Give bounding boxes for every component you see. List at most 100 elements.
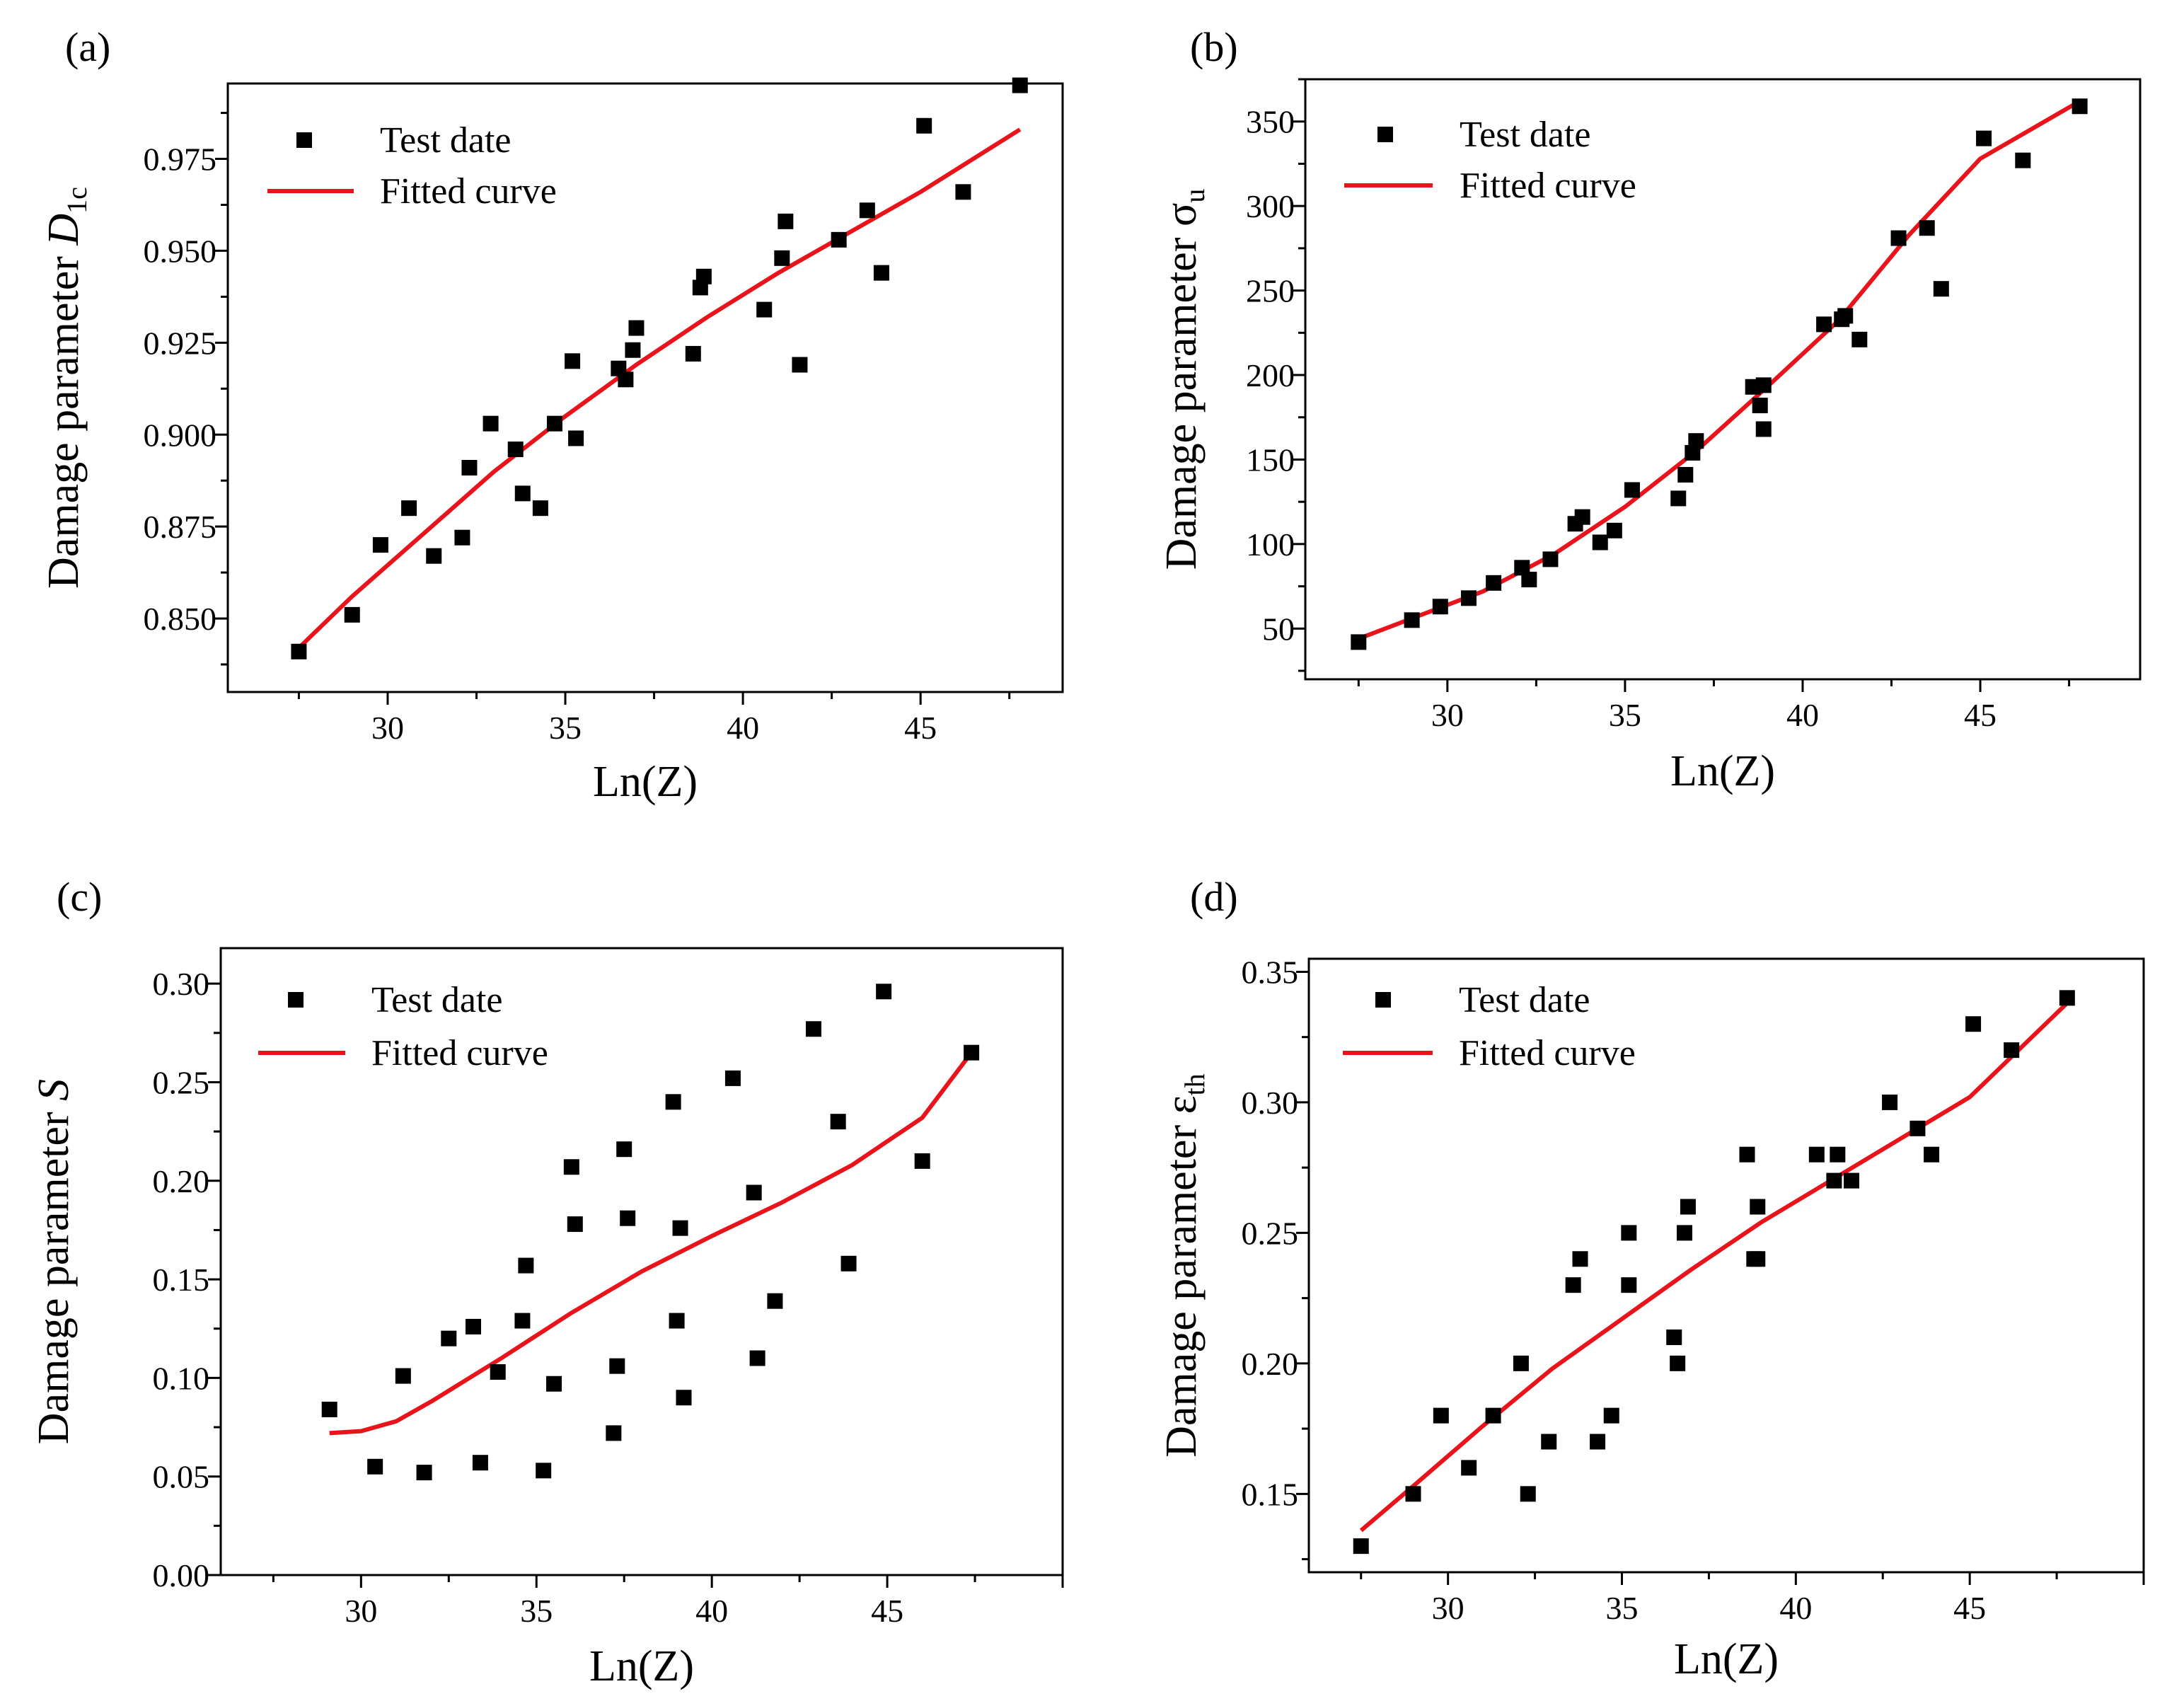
data-point — [1433, 1407, 1449, 1424]
x-tick-label: 30 — [345, 1593, 377, 1629]
x-tick-label: 45 — [871, 1593, 903, 1629]
data-point — [514, 485, 531, 502]
data-point — [1670, 490, 1687, 507]
x-axis-title: Ln(Z) — [589, 1642, 694, 1690]
y-tick-label: 0.925 — [144, 325, 217, 361]
data-point — [546, 415, 562, 432]
data-point — [606, 1425, 622, 1441]
x-tick-label: 40 — [1786, 697, 1819, 733]
data-point — [567, 1216, 583, 1233]
data-point — [792, 357, 808, 373]
data-point — [1432, 599, 1448, 615]
data-point — [1837, 308, 1854, 324]
y-axis-symbol: ε — [1157, 1095, 1206, 1114]
data-point — [401, 500, 417, 517]
legend-label-fitted-curve: Fitted curve — [371, 1033, 548, 1073]
plot-frame — [1307, 957, 2145, 1574]
data-point — [1592, 534, 1608, 550]
plot-frame — [1304, 78, 2142, 681]
data-point — [1739, 1146, 1755, 1163]
y-axis-symbol-subscript: u — [1179, 189, 1211, 203]
data-point — [1351, 634, 1367, 650]
data-point — [2015, 152, 2031, 168]
data-point — [746, 1184, 762, 1201]
x-tick-label: 40 — [695, 1593, 728, 1629]
chart-panel-c: 30 35 40 45 0.00 0.05 0.10 0.15 0.20 0.25 0.30 (c) L… — [30, 874, 1064, 1690]
y-tick-label: 0.950 — [144, 233, 217, 269]
data-point — [1513, 1355, 1529, 1371]
data-point — [1542, 551, 1559, 567]
data-point — [1755, 421, 1772, 437]
y-tick-label: 350 — [1246, 104, 1295, 140]
data-point — [1624, 482, 1640, 498]
data-point — [669, 1313, 685, 1329]
chart-panel-d: 30 35 40 45 0.15 0.20 0.25 0.30 0.35(d) Ln(Z) Dama… — [1157, 874, 2145, 1683]
data-point — [1514, 560, 1530, 576]
data-point — [625, 342, 641, 358]
x-tick-label: 35 — [1606, 1590, 1639, 1626]
y-tick-label: 200 — [1246, 357, 1295, 393]
data-point — [1603, 1407, 1619, 1424]
data-point — [1565, 1277, 1581, 1293]
y-tick-label: 0.20 — [1242, 1346, 1299, 1382]
panel-label: (c) — [57, 874, 102, 920]
data-point — [536, 1463, 552, 1479]
test-date-points — [1353, 990, 2075, 1555]
data-point — [1461, 1460, 1477, 1476]
legend: Test date Fitted curve — [1343, 980, 1636, 1073]
data-point — [1677, 466, 1694, 483]
data-point — [805, 1021, 821, 1037]
fitted-curve-line — [329, 1051, 973, 1436]
data-point — [665, 1094, 681, 1110]
x-axis-title: Ln(Z) — [1674, 1635, 1779, 1683]
x-tick-label: 35 — [549, 710, 582, 746]
panel-label: (d) — [1190, 874, 1238, 920]
data-point — [1621, 1277, 1637, 1293]
data-point — [1677, 1225, 1692, 1241]
legend: Test date Fitted curve — [258, 980, 548, 1073]
y-tick-label: 0.10 — [153, 1360, 210, 1396]
data-point — [532, 500, 548, 517]
y-tick-label: 0.15 — [1242, 1476, 1299, 1512]
data-point — [1924, 1146, 1940, 1163]
y-axis-title: Damage parameter D1c — [40, 187, 93, 589]
data-point — [609, 1358, 625, 1374]
data-point — [756, 301, 773, 318]
data-point — [1521, 572, 1537, 588]
legend: Test date Fitted curve — [1344, 115, 1636, 206]
y-tick-label: 100 — [1246, 526, 1295, 563]
data-point — [964, 1044, 980, 1061]
y-axis-symbol: D — [40, 214, 88, 246]
data-point — [461, 460, 478, 476]
data-point — [840, 1255, 857, 1272]
legend: Test date Fitted curve — [267, 120, 557, 212]
data-point — [1919, 220, 1935, 236]
data-point — [1606, 522, 1622, 538]
data-point — [1752, 398, 1768, 414]
data-point — [416, 1465, 432, 1481]
y-axis-title-text: Damage parameter — [1157, 1114, 1206, 1457]
data-point — [395, 1368, 411, 1384]
data-point — [1976, 130, 1992, 146]
data-point — [778, 213, 794, 229]
x-tick-label: 30 — [1432, 1590, 1464, 1626]
data-point — [1574, 509, 1590, 525]
data-point — [1541, 1434, 1557, 1450]
data-point — [616, 1141, 632, 1158]
data-point — [1685, 444, 1701, 461]
data-point — [876, 984, 892, 1000]
y-axis-title-text: Damage parameter — [30, 1101, 78, 1444]
y-tick-label: 0.850 — [144, 601, 217, 637]
data-point — [1755, 377, 1772, 393]
data-point — [367, 1458, 383, 1475]
data-point — [1460, 590, 1477, 606]
data-point — [1680, 1199, 1696, 1215]
y-tick-label: 0.15 — [153, 1262, 210, 1298]
data-point — [873, 265, 889, 281]
legend-label-test-date: Test date — [1459, 980, 1590, 1020]
y-tick-label: 50 — [1262, 611, 1295, 647]
y-tick-label: 300 — [1246, 188, 1295, 224]
data-point — [514, 1313, 531, 1329]
data-point — [628, 320, 645, 336]
test-date-points — [1351, 98, 2088, 650]
